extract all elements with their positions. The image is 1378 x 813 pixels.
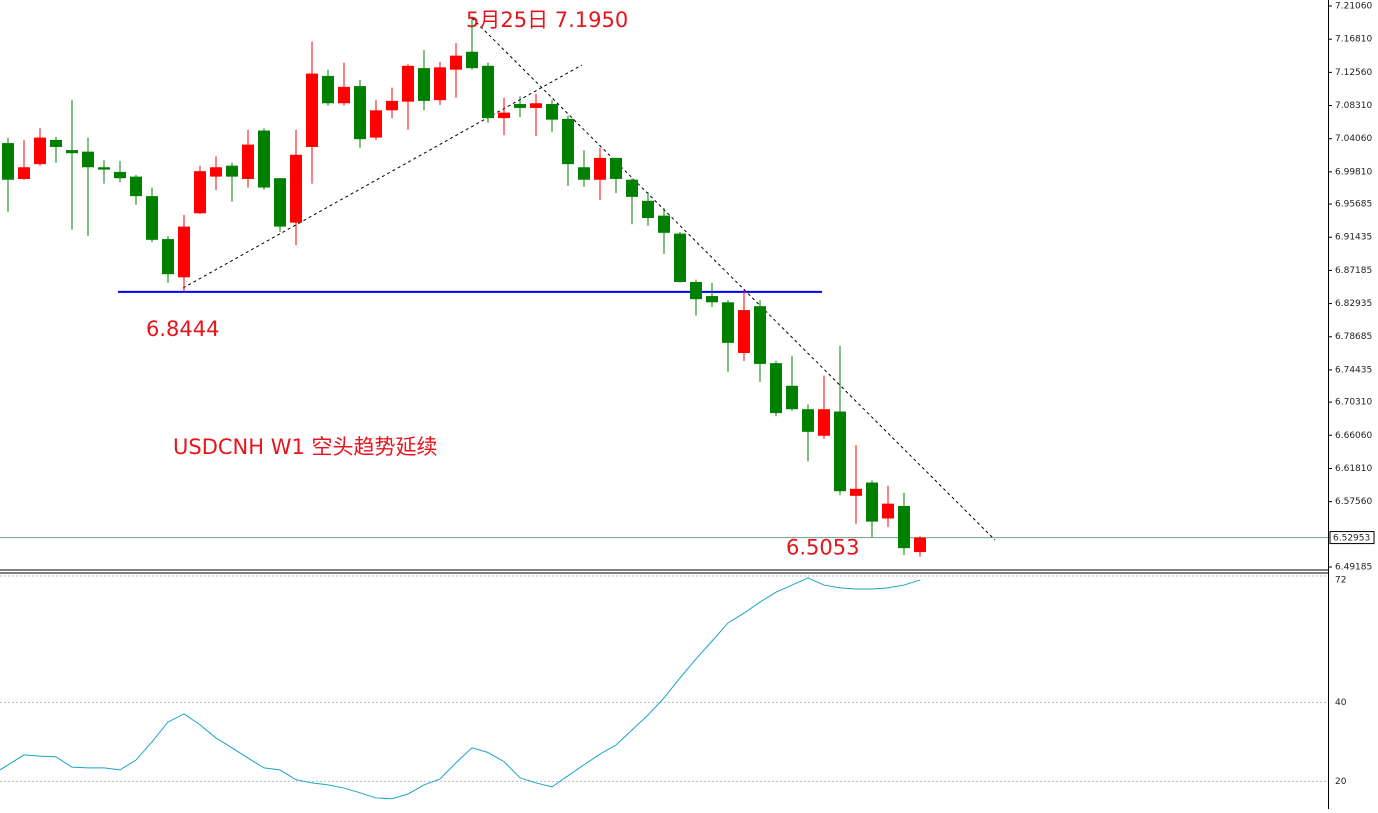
y-tick-label: 6.49185 [1335,562,1372,572]
candle-body [274,178,286,227]
candle-body [66,150,78,154]
candle-body [594,157,606,180]
y-tick-label: 6.82935 [1335,299,1372,309]
annotation-high: 5月25日 7.1950 [466,8,628,32]
candle-body [466,51,478,69]
y-tick-label: 7.21060 [1335,2,1372,12]
candle-body [306,73,318,147]
candle-body [498,112,510,119]
candle-body [258,130,270,188]
candle-body [418,68,430,101]
candle-body [386,100,398,111]
candle-body [898,505,910,549]
y-tick-label: 6.91435 [1335,233,1372,243]
trendline-up [182,64,583,289]
candle-body [610,157,622,179]
annotation-title: USDCNH W1 空头趋势延续 [173,435,438,459]
candle-body [754,306,766,364]
candle-body [866,482,878,522]
candle-body [786,385,798,410]
candle-body [290,154,302,223]
candle-body [18,167,30,179]
candle-body [834,411,846,492]
candle-body [914,537,926,553]
candle-body [722,302,734,343]
candle-body [82,151,94,168]
candle-body [114,171,126,179]
candle-body [146,196,158,240]
candle-body [450,55,462,70]
candle-body [482,65,494,119]
y-tick-label: 6.70310 [1335,398,1372,408]
candle-body [98,167,110,170]
y-tick-label: 7.12560 [1335,68,1372,78]
y-tick-label: 6.95685 [1335,200,1372,210]
candle-body [626,179,638,197]
candle-body [130,176,142,197]
candle-body [514,104,526,108]
y-tick-label: 7.04060 [1335,134,1372,144]
y-tick-label: 6.99810 [1335,167,1372,177]
y-tick-label: 7.16810 [1335,35,1372,45]
y-tick-label: 20 [1335,777,1347,787]
candle-body [370,110,382,138]
candle-body [50,139,62,147]
candle-body [434,67,446,101]
candle-body [642,200,654,218]
candle-body [162,239,174,275]
low-label: 6.5053 [786,535,859,559]
candle-body [2,143,14,180]
candle-body [562,118,574,165]
candle-body [578,167,590,180]
candle-body [818,409,830,436]
candle-body [738,310,750,354]
support-label: 6.8444 [146,317,219,341]
candle-body [242,144,254,179]
candle-body [546,104,558,120]
current-price-box [1329,531,1375,545]
y-tick-label: 6.87185 [1335,266,1372,276]
y-tick-label: 6.66060 [1335,431,1372,441]
candle-body [226,165,238,177]
y-tick-label: 6.57560 [1335,497,1372,507]
y-tick-label: 72 [1335,576,1346,586]
candle-body [194,171,206,214]
candle-body [882,503,894,519]
y-tick-label: 40 [1335,698,1347,708]
candle-body [34,137,46,165]
candle-body [338,86,350,104]
candle-body [210,167,222,177]
y-tick-label: 6.61810 [1335,464,1372,474]
candle-body [802,409,814,432]
candle-body [770,363,782,414]
candle-body [354,86,366,140]
y-tick-label: 6.74435 [1335,365,1372,375]
candle-body [690,281,702,300]
candle-body [706,296,718,303]
candle-body [850,488,862,496]
candle-body [402,65,414,102]
candle-body [674,233,686,282]
y-tick-label: 6.78685 [1335,332,1372,342]
candle-body [322,75,334,104]
indicator-line [0,577,921,800]
current-price-label: 6.52953 [1333,534,1370,544]
candle-body [530,103,542,108]
candle-body [178,226,190,278]
y-tick-label: 7.08310 [1335,101,1372,111]
candle-body [658,215,670,233]
